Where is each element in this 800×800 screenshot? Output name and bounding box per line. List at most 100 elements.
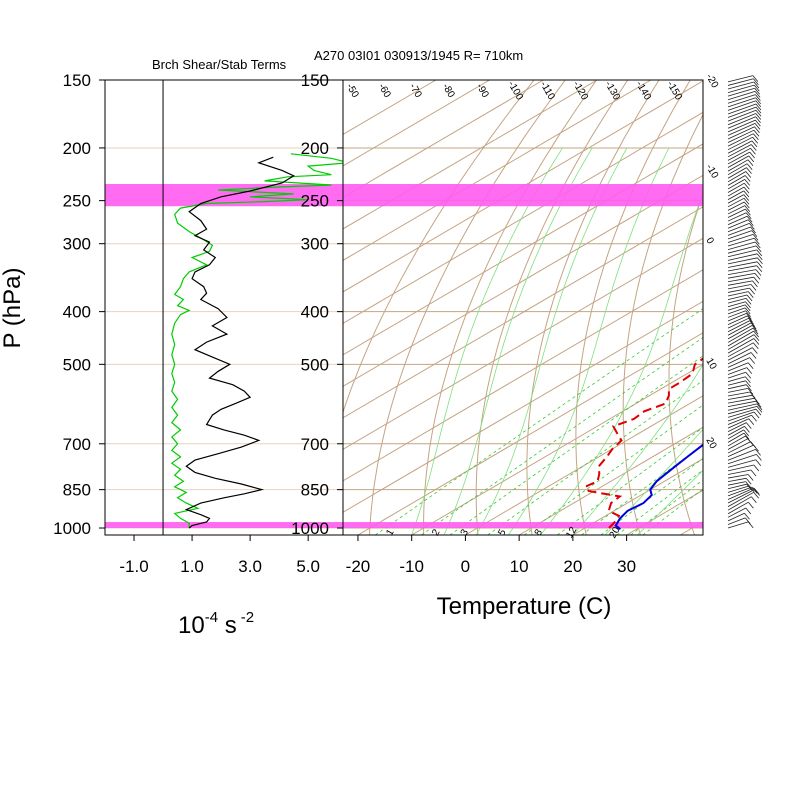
mixing-ratio-bottom-label: 5: [496, 527, 509, 538]
wind-barb-flag: [745, 212, 752, 219]
wind-barb: [727, 287, 750, 293]
wind-barb-flag: [743, 201, 750, 209]
wind-barb: [727, 106, 757, 118]
wind-barb: [727, 496, 752, 511]
wind-barb: [727, 352, 752, 365]
wind-barb-flag: [752, 234, 759, 241]
right-y-tick-label: 500: [301, 355, 329, 374]
wind-barb-flag: [752, 136, 759, 144]
wind-barb: [727, 151, 750, 165]
wind-barb-flag: [750, 322, 757, 330]
wind-barb-flag: [745, 301, 751, 308]
wind-barb-flag: [743, 429, 750, 437]
wind-barb-flag: [756, 249, 763, 257]
temperature-profile: [614, 443, 703, 530]
wind-barb: [727, 241, 756, 251]
wind-barb-flag: [753, 276, 760, 284]
wind-barb: [727, 394, 753, 400]
wind-barb: [727, 435, 746, 447]
wind-barb: [727, 380, 746, 386]
wind-barb: [727, 307, 746, 315]
wind-barb: [727, 406, 758, 415]
wind-barb: [727, 284, 752, 290]
right-y-tick-label: 250: [301, 192, 329, 211]
wind-barb: [727, 367, 747, 375]
wind-barb: [727, 182, 745, 193]
wind-barb-flag: [755, 245, 762, 253]
wind-barb: [727, 438, 748, 450]
wind-barb: [727, 119, 756, 133]
wind-barb: [727, 422, 747, 433]
wind-barb: [727, 517, 746, 525]
right-edge-label: -10: [703, 162, 720, 180]
wind-barb: [727, 512, 745, 522]
wind-barb-flag: [750, 148, 756, 155]
wind-barb: [727, 194, 744, 204]
wind-barb: [727, 400, 757, 408]
wind-barb: [727, 208, 746, 218]
wind-barb-flag: [750, 226, 756, 234]
wind-barb: [727, 113, 756, 126]
right-y-tick-label: 300: [301, 235, 329, 254]
wind-barb: [727, 376, 746, 383]
wind-barb: [727, 330, 754, 347]
wind-barb-flag: [750, 144, 757, 151]
wind-barb-flag: [745, 372, 752, 379]
dry-adiabat-label: -140: [633, 79, 653, 102]
left-x-tick-label: 5.0: [296, 557, 320, 576]
isotherm-line: [343, 237, 703, 450]
right-highlight-bands: [343, 184, 703, 529]
wind-barb-flag: [754, 91, 761, 98]
wind-barb-flag: [747, 291, 754, 298]
wind-barb-flag: [743, 194, 750, 201]
wind-barb: [727, 408, 757, 418]
wind-barb-flag: [748, 155, 755, 163]
wind-barb-flag: [747, 362, 754, 369]
wind-barb-flag: [753, 78, 759, 86]
right-y-tick-label: 150: [301, 71, 329, 90]
wind-barb-flag: [753, 330, 760, 338]
wind-barb-flag: [753, 338, 760, 345]
wind-barb: [727, 129, 755, 143]
wind-barb: [727, 215, 748, 226]
wind-barb-flag: [751, 395, 758, 402]
wind-barb-flag: [743, 186, 750, 194]
wind-barb-flag: [743, 432, 750, 440]
right-y-tick-label: 1000: [291, 519, 329, 538]
wind-barb: [727, 291, 749, 297]
isotherm-line: [357, 332, 703, 535]
right-highlight-band-0: [343, 184, 703, 207]
wind-barb-flag: [750, 284, 757, 291]
wind-barb: [727, 521, 749, 529]
wind-barb: [727, 100, 756, 111]
wind-barb: [727, 223, 750, 233]
moist-adiabat-line: [475, 147, 628, 535]
wind-barb: [727, 186, 745, 197]
wind-barb: [727, 261, 758, 268]
wind-barb: [727, 78, 754, 86]
wind-barb: [727, 94, 756, 104]
wind-barb: [727, 371, 746, 379]
wind-barb: [727, 133, 754, 147]
moist-adiabat-line: [572, 363, 703, 535]
wind-barb: [727, 469, 752, 475]
dry-adiabat-label: -110: [538, 80, 557, 103]
wind-barb-flag: [755, 94, 761, 101]
mixing-ratio-line: [449, 355, 703, 535]
wind-barb-flag: [755, 110, 762, 117]
wind-barb: [727, 483, 747, 490]
wind-barb-flag: [752, 280, 758, 288]
dry-adiabat-label: -120: [570, 79, 590, 102]
wind-barb: [727, 491, 754, 507]
wind-barb: [727, 87, 755, 97]
wind-barb: [727, 388, 749, 393]
wind-barb-flag: [746, 167, 752, 174]
wind-barb: [727, 265, 757, 272]
wind-barb-flag: [749, 151, 756, 159]
isotherm-line: [343, 111, 703, 324]
wind-barb: [727, 179, 745, 190]
moist-adiabat-line: [540, 192, 703, 535]
wind-barb: [727, 338, 755, 354]
